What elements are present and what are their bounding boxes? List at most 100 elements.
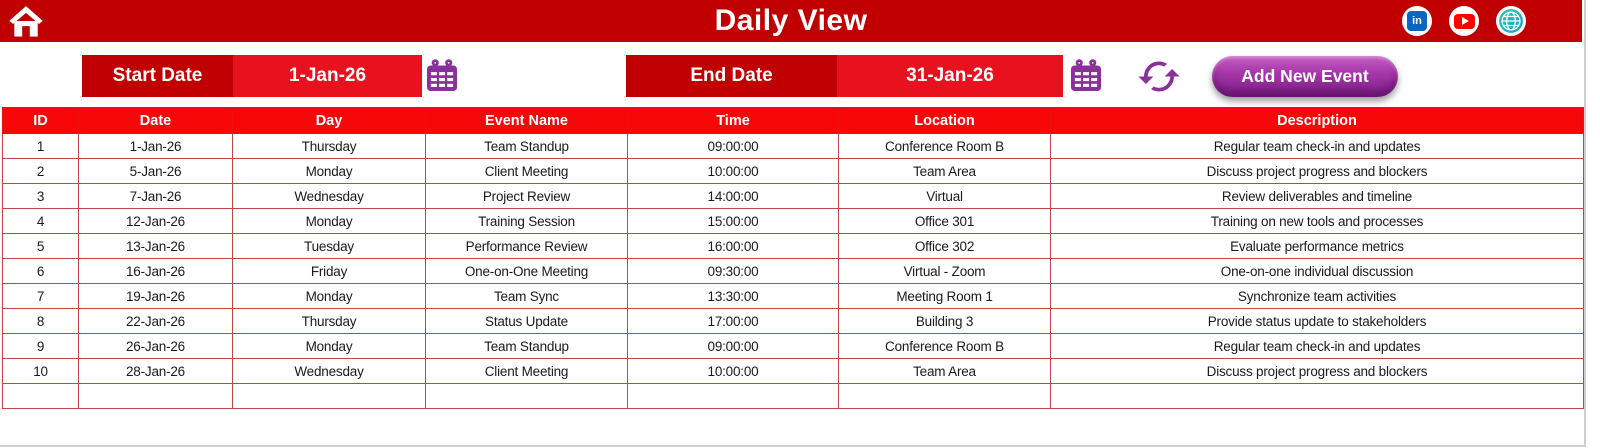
- cell-event-name[interactable]: Team Sync: [425, 283, 628, 309]
- add-new-event-button[interactable]: Add New Event: [1212, 56, 1398, 97]
- cell-date[interactable]: 28-Jan-26: [78, 358, 233, 384]
- cell-day[interactable]: Thursday: [232, 133, 426, 159]
- cell-time[interactable]: 16:00:00: [627, 233, 839, 259]
- cell-location[interactable]: Office 302: [838, 233, 1051, 259]
- cell-day[interactable]: Wednesday: [232, 183, 426, 209]
- cell-id[interactable]: 6: [2, 258, 79, 284]
- cell-id[interactable]: 2: [2, 158, 79, 184]
- cell-date[interactable]: 19-Jan-26: [78, 283, 233, 309]
- cell-day[interactable]: [232, 383, 426, 409]
- cell-id[interactable]: 4: [2, 208, 79, 234]
- table-row: 7 19-Jan-26 Monday Team Sync 13:30:00 Meeting…: [2, 283, 1584, 309]
- cell-event-name[interactable]: Project Review: [425, 183, 628, 209]
- cell-time[interactable]: 09:00:00: [627, 133, 839, 159]
- cell-event-name[interactable]: Team Standup: [425, 333, 628, 359]
- home-icon: [7, 6, 45, 45]
- cell-location[interactable]: Meeting Room 1: [838, 283, 1051, 309]
- cell-description[interactable]: Discuss project progress and blockers: [1050, 358, 1584, 384]
- cell-day[interactable]: Friday: [232, 258, 426, 284]
- end-date-value[interactable]: 31-Jan-26: [837, 55, 1063, 97]
- cell-date[interactable]: [78, 383, 233, 409]
- table-row: 10 28-Jan-26 Wednesday Client Meeting 10:00:…: [2, 358, 1584, 384]
- header-bar: Daily View in: [0, 0, 1582, 42]
- refresh-icon[interactable]: [1136, 54, 1182, 104]
- cell-date[interactable]: 7-Jan-26: [78, 183, 233, 209]
- cell-description[interactable]: Training on new tools and processes: [1050, 208, 1584, 234]
- end-date-control: End Date 31-Jan-26: [626, 55, 1063, 97]
- cell-day[interactable]: Wednesday: [232, 358, 426, 384]
- cell-description[interactable]: Discuss project progress and blockers: [1050, 158, 1584, 184]
- cell-date[interactable]: 13-Jan-26: [78, 233, 233, 259]
- cell-day[interactable]: Monday: [232, 208, 426, 234]
- cell-day[interactable]: Monday: [232, 283, 426, 309]
- cell-event-name[interactable]: Team Standup: [425, 133, 628, 159]
- cell-event-name[interactable]: Status Update: [425, 308, 628, 334]
- cell-time[interactable]: 09:30:00: [627, 258, 839, 284]
- table-row: 6 16-Jan-26 Friday One-on-One Meeting 09:30:…: [2, 258, 1584, 284]
- cell-event-name[interactable]: Performance Review: [425, 233, 628, 259]
- cell-date[interactable]: 1-Jan-26: [78, 133, 233, 159]
- cell-time[interactable]: 09:00:00: [627, 333, 839, 359]
- cell-description[interactable]: Synchronize team activities: [1050, 283, 1584, 309]
- cell-location[interactable]: [838, 383, 1051, 409]
- cell-description[interactable]: One-on-one individual discussion: [1050, 258, 1584, 284]
- cell-location[interactable]: Virtual: [838, 183, 1051, 209]
- page-title: Daily View: [714, 4, 868, 37]
- cell-time[interactable]: 17:00:00: [627, 308, 839, 334]
- home-button[interactable]: [7, 3, 45, 41]
- cell-description[interactable]: [1050, 383, 1584, 409]
- col-header-time: Time: [627, 107, 839, 134]
- col-header-event-name: Event Name: [425, 107, 628, 134]
- cell-location[interactable]: Conference Room B: [838, 333, 1051, 359]
- col-header-description: Description: [1050, 107, 1584, 134]
- cell-location[interactable]: Virtual - Zoom: [838, 258, 1051, 284]
- cell-day[interactable]: Monday: [232, 158, 426, 184]
- cell-description[interactable]: Regular team check-in and updates: [1050, 333, 1584, 359]
- cell-time[interactable]: 10:00:00: [627, 358, 839, 384]
- cell-event-name[interactable]: Client Meeting: [425, 158, 628, 184]
- cell-location[interactable]: Conference Room B: [838, 133, 1051, 159]
- cell-description[interactable]: Evaluate performance metrics: [1050, 233, 1584, 259]
- cell-location[interactable]: Building 3: [838, 308, 1051, 334]
- cell-time[interactable]: [627, 383, 839, 409]
- toolbar: Start Date 1-Jan-26 End Date 31-Jan-26: [0, 55, 1600, 99]
- start-date-calendar-icon[interactable]: [424, 57, 460, 100]
- cell-time[interactable]: 10:00:00: [627, 158, 839, 184]
- cell-date[interactable]: 26-Jan-26: [78, 333, 233, 359]
- youtube-icon[interactable]: [1449, 6, 1479, 36]
- cell-date[interactable]: 22-Jan-26: [78, 308, 233, 334]
- cell-event-name[interactable]: [425, 383, 628, 409]
- cell-day[interactable]: Monday: [232, 333, 426, 359]
- cell-event-name[interactable]: Client Meeting: [425, 358, 628, 384]
- cell-time[interactable]: 13:30:00: [627, 283, 839, 309]
- cell-location[interactable]: Office 301: [838, 208, 1051, 234]
- cell-location[interactable]: Team Area: [838, 358, 1051, 384]
- cell-day[interactable]: Tuesday: [232, 233, 426, 259]
- end-date-label: End Date: [626, 55, 837, 97]
- cell-id[interactable]: 7: [2, 283, 79, 309]
- cell-description[interactable]: Provide status update to stakeholders: [1050, 308, 1584, 334]
- cell-location[interactable]: Team Area: [838, 158, 1051, 184]
- linkedin-icon[interactable]: in: [1402, 6, 1432, 36]
- cell-day[interactable]: Thursday: [232, 308, 426, 334]
- start-date-value[interactable]: 1-Jan-26: [233, 55, 422, 97]
- cell-event-name[interactable]: One-on-One Meeting: [425, 258, 628, 284]
- cell-date[interactable]: 12-Jan-26: [78, 208, 233, 234]
- cell-id[interactable]: 1: [2, 133, 79, 159]
- end-date-calendar-icon[interactable]: [1068, 57, 1104, 100]
- cell-id[interactable]: 10: [2, 358, 79, 384]
- cell-description[interactable]: Regular team check-in and updates: [1050, 133, 1584, 159]
- cell-id[interactable]: 5: [2, 233, 79, 259]
- cell-id[interactable]: 8: [2, 308, 79, 334]
- cell-event-name[interactable]: Training Session: [425, 208, 628, 234]
- cell-time[interactable]: 14:00:00: [627, 183, 839, 209]
- cell-date[interactable]: 16-Jan-26: [78, 258, 233, 284]
- cell-date[interactable]: 5-Jan-26: [78, 158, 233, 184]
- cell-id[interactable]: 9: [2, 333, 79, 359]
- cell-time[interactable]: 15:00:00: [627, 208, 839, 234]
- cell-id[interactable]: [2, 383, 79, 409]
- cell-description[interactable]: Review deliverables and timeline: [1050, 183, 1584, 209]
- globe-icon[interactable]: [1496, 6, 1526, 36]
- cell-id[interactable]: 3: [2, 183, 79, 209]
- start-date-label: Start Date: [82, 55, 233, 97]
